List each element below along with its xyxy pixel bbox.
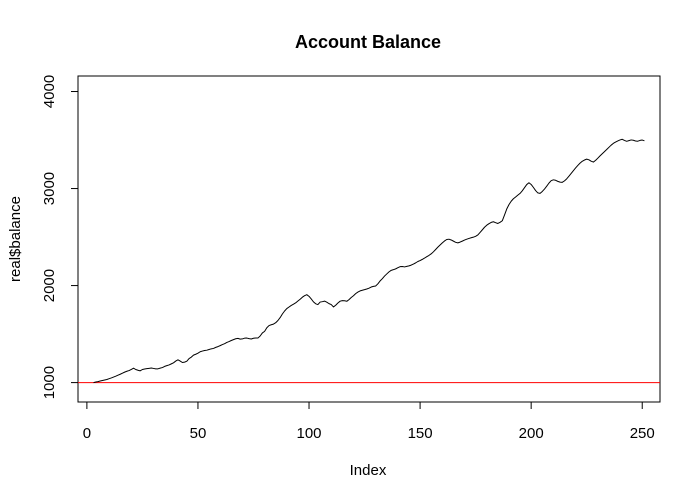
balance-series-line [93, 138, 645, 384]
y-tick-label: 1000 [41, 366, 58, 399]
plot-area [78, 138, 660, 384]
y-tick-label: 4000 [41, 75, 58, 108]
x-tick-label: 50 [190, 425, 207, 442]
y-axis-label: real$balance [7, 196, 24, 282]
x-tick-label: 100 [297, 425, 322, 442]
x-tick-label: 250 [630, 425, 655, 442]
x-tick-label: 0 [83, 425, 91, 442]
x-tick-label: 150 [408, 425, 433, 442]
x-tick-label: 200 [519, 425, 544, 442]
y-tick-label: 2000 [41, 269, 58, 302]
x-axis: 0 50 100 150 200 250 [83, 401, 655, 442]
y-axis: 1000 2000 3000 4000 [41, 75, 79, 399]
x-axis-label: Index [350, 462, 387, 479]
chart-title: Account Balance [295, 32, 441, 52]
plot-frame [77, 75, 661, 403]
y-tick-label: 3000 [41, 172, 58, 205]
